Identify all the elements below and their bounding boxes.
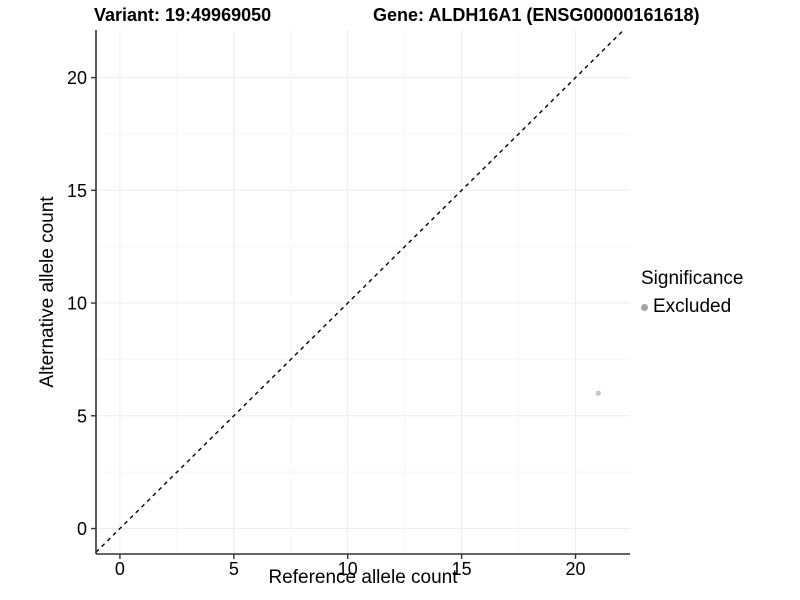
y-tick-label: 15 xyxy=(67,181,87,201)
legend-point-icon xyxy=(641,303,648,311)
y-tick-label: 20 xyxy=(67,68,87,88)
legend-item-label: Excluded xyxy=(653,296,732,317)
variant-title: Variant: 19:49969050 xyxy=(94,5,272,25)
data-point xyxy=(595,390,601,396)
y-tick-label: 10 xyxy=(67,294,87,314)
x-tick-label: 0 xyxy=(115,559,125,579)
x-tick-label: 20 xyxy=(566,559,586,579)
legend-title: Significance xyxy=(641,268,744,289)
x-tick-label: 15 xyxy=(452,559,472,579)
y-tick-label: 0 xyxy=(77,519,87,539)
plot-title-row: Variant: 19:49969050 Gene: ALDH16A1 (ENS… xyxy=(0,5,800,29)
legend-item-excluded: Excluded xyxy=(641,296,743,318)
x-tick-label: 10 xyxy=(338,559,358,579)
identity-line xyxy=(95,29,625,553)
x-axis-title: Reference allele count xyxy=(268,567,458,588)
x-tick-label: 5 xyxy=(229,559,239,579)
legend: Significance Excluded xyxy=(641,268,743,318)
y-axis-title: Alternative allele count xyxy=(37,196,58,388)
gene-title: Gene: ALDH16A1 (ENSG00000161618) xyxy=(373,5,700,25)
y-tick-label: 5 xyxy=(77,406,87,426)
